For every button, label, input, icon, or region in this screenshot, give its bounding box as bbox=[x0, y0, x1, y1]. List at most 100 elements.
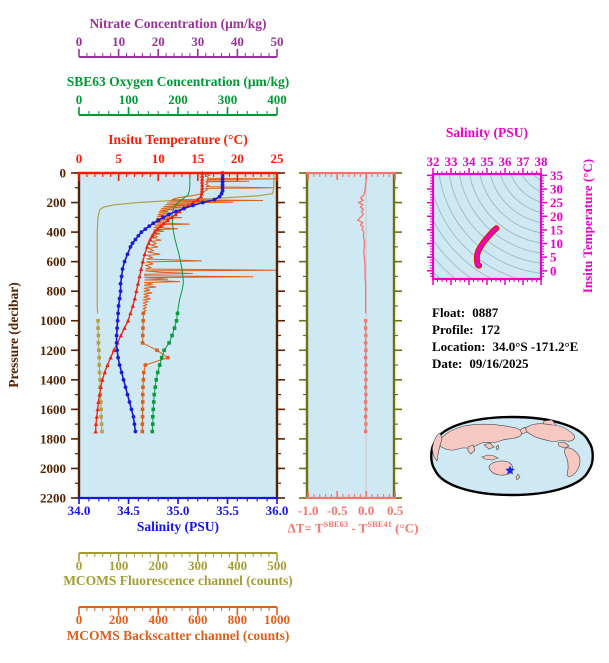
svg-text:30: 30 bbox=[550, 182, 563, 197]
svg-text:35: 35 bbox=[550, 168, 564, 183]
svg-text:300: 300 bbox=[188, 558, 208, 573]
svg-text:37: 37 bbox=[517, 154, 531, 169]
svg-text:100: 100 bbox=[109, 558, 129, 573]
svg-text:0: 0 bbox=[76, 612, 83, 627]
svg-text:1400: 1400 bbox=[40, 372, 66, 387]
series-oxygen-deep bbox=[150, 311, 180, 434]
world-map bbox=[430, 415, 594, 497]
svg-text:0: 0 bbox=[60, 166, 67, 181]
svg-text:600: 600 bbox=[188, 612, 208, 627]
map-landmasses bbox=[432, 419, 581, 481]
svg-text:800: 800 bbox=[47, 284, 67, 299]
svg-text:0: 0 bbox=[76, 151, 83, 166]
svg-text:-1.0: -1.0 bbox=[298, 503, 319, 518]
series-oxygen-continuous bbox=[171, 173, 191, 314]
fluorescence-axis: 0 100 200 300 400 500 bbox=[76, 552, 287, 573]
svg-text:36: 36 bbox=[499, 154, 513, 169]
svg-text:15: 15 bbox=[191, 151, 205, 166]
svg-text:0: 0 bbox=[550, 263, 557, 278]
svg-text:25: 25 bbox=[550, 195, 564, 210]
series-dt-continuous bbox=[356, 173, 367, 314]
svg-text:38: 38 bbox=[535, 154, 549, 169]
series-fluorescence-continuous bbox=[96, 172, 275, 314]
oxygen-axis: 0 100 200 300 400 bbox=[76, 92, 287, 116]
svg-text:5: 5 bbox=[550, 250, 557, 265]
float-info-block: Float: 0887 Profile: 172 Location: 34.0°S -… bbox=[432, 304, 578, 372]
svg-text:32: 32 bbox=[427, 154, 440, 169]
svg-text:100: 100 bbox=[119, 92, 139, 107]
svg-text:36.0: 36.0 bbox=[266, 503, 289, 518]
svg-text:20: 20 bbox=[550, 209, 563, 224]
date-row: Date: 09/16/2025 bbox=[432, 356, 529, 371]
ts-curve bbox=[475, 226, 499, 268]
salinity-axis-title: Salinity (PSU) bbox=[136, 519, 220, 534]
svg-text:400: 400 bbox=[267, 92, 287, 107]
main-pressure-plot bbox=[79, 170, 278, 498]
svg-text:300: 300 bbox=[218, 92, 238, 107]
ts-temperature-axis-title: Insitu Temperature (°C) bbox=[580, 158, 595, 294]
temperature-axis-title: Insitu Temperature (°C) bbox=[108, 132, 248, 147]
series-salinity bbox=[114, 171, 225, 434]
oxygen-axis-title: SBE63 Oxygen Concentration (μm/kg) bbox=[66, 74, 290, 89]
svg-text:10: 10 bbox=[152, 151, 165, 166]
svg-text:200: 200 bbox=[47, 195, 67, 210]
svg-text:200: 200 bbox=[109, 612, 129, 627]
svg-text:0: 0 bbox=[76, 92, 83, 107]
svg-text:40: 40 bbox=[231, 34, 244, 49]
svg-text:15: 15 bbox=[550, 222, 564, 237]
ts-salinity-axis-title: Salinity (PSU) bbox=[445, 125, 529, 140]
delta-t-axis-title: ΔT= TSBE63 - TSBE41 (°C) bbox=[287, 519, 419, 536]
svg-text:35: 35 bbox=[481, 154, 495, 169]
svg-text:34: 34 bbox=[463, 154, 477, 169]
series-fluorescence-deep bbox=[96, 318, 104, 434]
svg-text:10: 10 bbox=[550, 236, 563, 251]
svg-text:10: 10 bbox=[112, 34, 125, 49]
svg-text:0.5: 0.5 bbox=[387, 503, 404, 518]
series-backscatter-deep bbox=[140, 311, 170, 434]
location-row: Location: 34.0°S -171.2°E bbox=[432, 339, 579, 354]
svg-text:-0.5: -0.5 bbox=[327, 503, 348, 518]
svg-text:400: 400 bbox=[228, 558, 248, 573]
svg-text:0: 0 bbox=[76, 558, 83, 573]
float-location-star bbox=[505, 465, 515, 475]
svg-text:2000: 2000 bbox=[40, 461, 66, 476]
svg-text:400: 400 bbox=[148, 612, 168, 627]
svg-text:0: 0 bbox=[76, 34, 83, 49]
svg-text:1000: 1000 bbox=[40, 313, 66, 328]
svg-text:50: 50 bbox=[271, 34, 284, 49]
backscatter-axis-title: MCOMS Backscatter channel (counts) bbox=[66, 628, 290, 643]
svg-text:20: 20 bbox=[152, 34, 165, 49]
svg-text:34.0: 34.0 bbox=[68, 503, 91, 518]
float-id-row: Float: 0887 bbox=[432, 305, 499, 320]
svg-text:20: 20 bbox=[231, 151, 244, 166]
svg-text:2200: 2200 bbox=[40, 491, 66, 506]
series-backscatter-continuous bbox=[141, 172, 278, 314]
svg-text:25: 25 bbox=[271, 151, 285, 166]
svg-text:800: 800 bbox=[228, 612, 248, 627]
svg-text:1600: 1600 bbox=[40, 402, 66, 417]
svg-text:33: 33 bbox=[445, 154, 459, 169]
svg-text:600: 600 bbox=[47, 254, 67, 269]
profile-number-row: Profile: 172 bbox=[432, 322, 501, 337]
nitrate-axis: 0 10 20 30 40 50 bbox=[76, 34, 284, 58]
nitrate-axis-title: Nitrate Concentration (μm/kg) bbox=[89, 16, 267, 31]
svg-text:1200: 1200 bbox=[40, 343, 66, 358]
backscatter-axis: 0 200 400 600 800 1000 bbox=[76, 606, 290, 627]
svg-text:1000: 1000 bbox=[264, 612, 290, 627]
svg-text:200: 200 bbox=[148, 558, 168, 573]
svg-text:400: 400 bbox=[47, 225, 67, 240]
delta-t-panel: -1.0 -0.5 0.0 0.5 bbox=[298, 171, 404, 518]
pressure-axis-title: Pressure (decibar) bbox=[6, 282, 21, 388]
svg-text:34.5: 34.5 bbox=[117, 503, 140, 518]
svg-text:5: 5 bbox=[115, 151, 122, 166]
svg-text:35.0: 35.0 bbox=[167, 503, 190, 518]
svg-text:30: 30 bbox=[191, 34, 204, 49]
svg-text:500: 500 bbox=[267, 558, 287, 573]
main-plot-axes: 0200400600800100012001400160018002000220… bbox=[40, 151, 288, 518]
svg-text:0.0: 0.0 bbox=[358, 503, 374, 518]
fluorescence-axis-title: MCOMS Fluorescence channel (counts) bbox=[63, 573, 293, 588]
svg-text:200: 200 bbox=[168, 92, 188, 107]
